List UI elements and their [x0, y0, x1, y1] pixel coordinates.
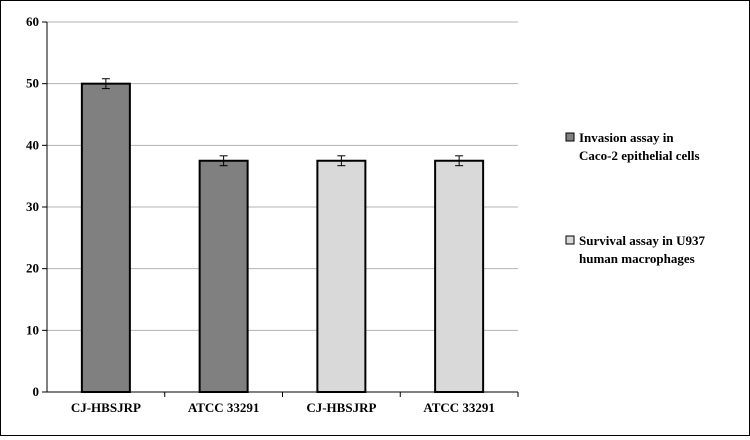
y-tick-label: 20	[26, 261, 39, 276]
legend-label: Caco-2 epithelial cells	[579, 148, 700, 163]
x-axis-ticks: CJ-HBSJRP ATCC 33291 CJ-HBSJRP ATCC 33291	[71, 392, 519, 415]
bar	[198, 159, 249, 393]
y-tick-label: 60	[26, 14, 39, 29]
bar	[316, 159, 367, 393]
bars	[80, 78, 485, 394]
legend-label: Invasion assay in	[579, 130, 674, 145]
y-tick-label: 30	[26, 199, 39, 214]
legend-swatch	[565, 132, 575, 142]
y-tick-label: 40	[26, 137, 39, 152]
y-axis-ticks: 0 10 20 30 40 50 60	[26, 14, 47, 399]
x-tick-label: CJ-HBSJRP	[71, 400, 141, 415]
bar	[80, 82, 131, 394]
x-tick-label: ATCC 33291	[188, 400, 260, 415]
legend-label: human macrophages	[579, 251, 695, 266]
bar	[434, 159, 485, 393]
y-tick-label: 10	[26, 322, 39, 337]
legend-swatch	[565, 235, 575, 245]
x-tick-label: ATCC 33291	[423, 400, 495, 415]
x-tick-label: CJ-HBSJRP	[306, 400, 376, 415]
y-tick-label: 50	[26, 76, 39, 91]
legend-label: Survival assay in U937	[579, 233, 706, 248]
y-tick-label: 0	[33, 384, 40, 399]
legend: Invasion assay in Caco-2 epithelial cells…	[565, 130, 706, 266]
